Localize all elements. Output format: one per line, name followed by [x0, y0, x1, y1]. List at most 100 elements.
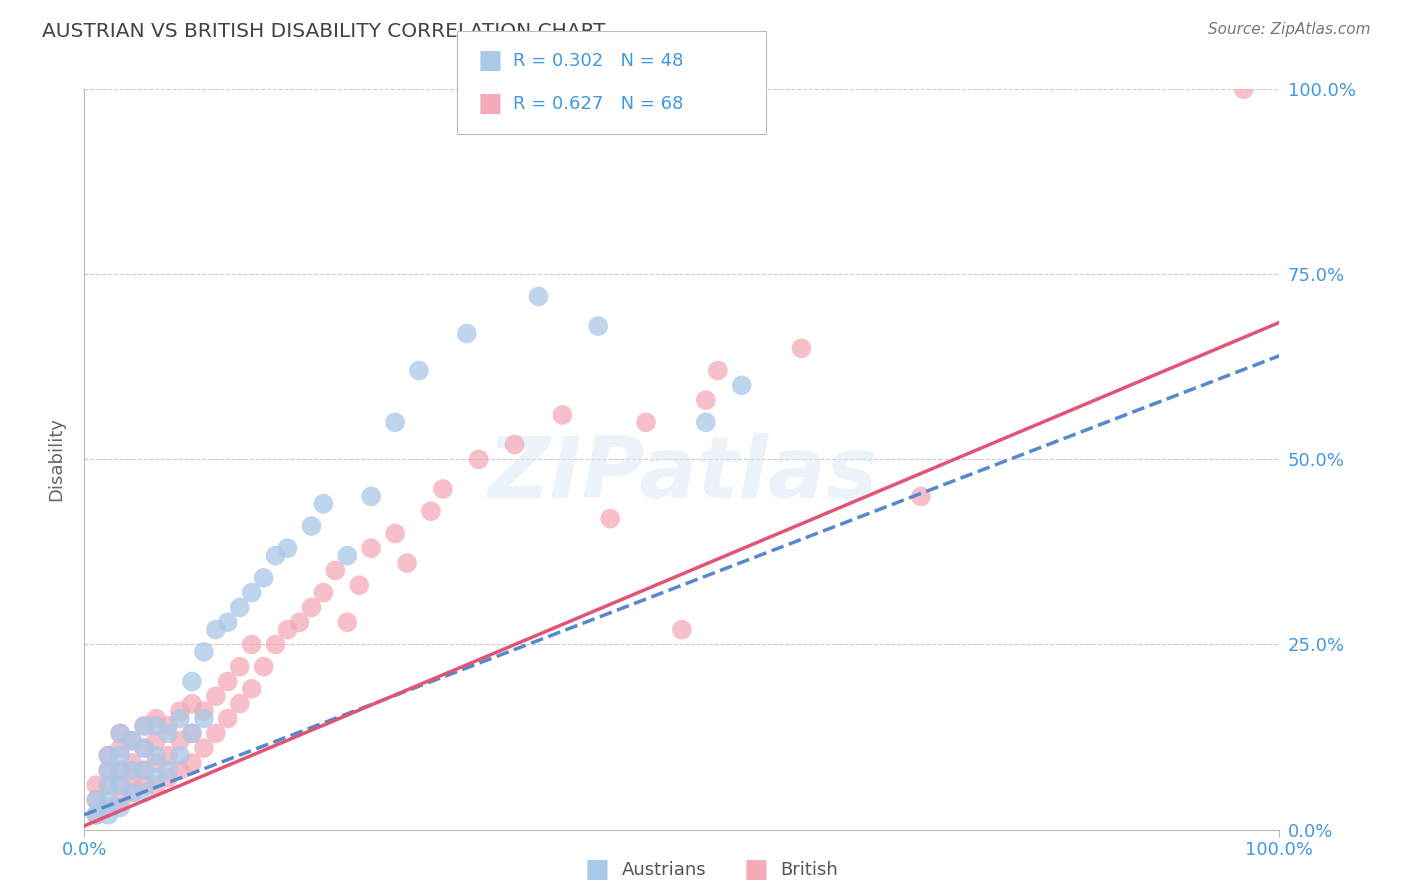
Point: [121, 733, 143, 747]
Point: [312, 497, 335, 511]
Y-axis label: Disability: Disability: [48, 417, 66, 501]
Point: [110, 800, 132, 814]
Point: [301, 600, 323, 615]
Point: [157, 748, 180, 763]
Point: [240, 585, 263, 599]
Point: [360, 489, 382, 503]
Text: R = 0.627   N = 68: R = 0.627 N = 68: [513, 95, 683, 113]
Point: [360, 541, 382, 556]
Point: [110, 764, 132, 778]
Point: [132, 719, 156, 733]
Point: [110, 778, 132, 792]
Point: [181, 726, 204, 740]
Point: [157, 764, 180, 778]
Point: [110, 764, 132, 778]
Point: [97, 800, 120, 814]
Point: [97, 778, 120, 792]
Point: [132, 741, 156, 756]
Point: [121, 771, 143, 785]
Point: [588, 319, 610, 334]
Text: ZIPatlas: ZIPatlas: [486, 433, 877, 516]
Point: [384, 526, 406, 541]
Point: [121, 786, 143, 800]
Point: [420, 504, 443, 518]
Point: [97, 748, 120, 763]
Point: [145, 733, 167, 747]
Point: [205, 623, 228, 637]
Point: [132, 719, 156, 733]
Point: [145, 771, 167, 785]
Point: [277, 541, 299, 556]
Point: [456, 326, 478, 341]
Text: AUSTRIAN VS BRITISH DISABILITY CORRELATION CHART: AUSTRIAN VS BRITISH DISABILITY CORRELATI…: [42, 22, 606, 41]
Point: [86, 793, 108, 807]
Point: [503, 437, 526, 451]
Point: [110, 741, 132, 756]
Point: [253, 659, 276, 673]
Point: [193, 645, 215, 659]
Point: [636, 415, 658, 429]
Point: [229, 659, 252, 673]
Point: [169, 748, 191, 763]
Point: [145, 756, 167, 770]
Point: [157, 771, 180, 785]
Point: [97, 793, 120, 807]
Point: [86, 778, 108, 792]
Point: [671, 623, 693, 637]
Point: [132, 741, 156, 756]
Point: [181, 674, 204, 689]
Point: [193, 712, 215, 726]
Point: [97, 764, 120, 778]
Point: [97, 778, 120, 792]
Point: [217, 674, 239, 689]
Point: [110, 726, 132, 740]
Point: [790, 341, 813, 355]
Point: [695, 393, 717, 408]
Text: ■: ■: [585, 856, 610, 883]
Point: [217, 615, 239, 630]
Point: [205, 690, 228, 704]
Point: [157, 719, 180, 733]
Point: [110, 778, 132, 792]
Point: [145, 778, 167, 792]
Point: [169, 733, 191, 747]
Point: [86, 807, 108, 822]
Point: [193, 704, 215, 718]
Point: [145, 719, 167, 733]
Point: [312, 585, 335, 599]
Point: [169, 712, 191, 726]
Point: [145, 748, 167, 763]
Point: [264, 637, 287, 651]
Point: [408, 363, 430, 377]
Point: [132, 786, 156, 800]
Point: [325, 564, 347, 578]
Point: [181, 697, 204, 711]
Point: [86, 793, 108, 807]
Point: [157, 726, 180, 740]
Text: R = 0.302   N = 48: R = 0.302 N = 48: [513, 52, 683, 70]
Point: [169, 764, 191, 778]
Point: [551, 408, 574, 422]
Point: [121, 756, 143, 770]
Point: [193, 741, 215, 756]
Point: [97, 748, 120, 763]
Point: [110, 726, 132, 740]
Point: [349, 578, 371, 592]
Point: [301, 519, 323, 533]
Point: [264, 549, 287, 563]
Text: ■: ■: [744, 856, 769, 883]
Point: [277, 623, 299, 637]
Point: [240, 681, 263, 696]
Point: [240, 637, 263, 651]
Point: [288, 615, 311, 630]
Point: [110, 748, 132, 763]
Point: [145, 712, 167, 726]
Point: [229, 600, 252, 615]
Text: Source: ZipAtlas.com: Source: ZipAtlas.com: [1208, 22, 1371, 37]
Point: [132, 778, 156, 792]
Text: ■: ■: [478, 91, 503, 117]
Point: [253, 571, 276, 585]
Point: [432, 482, 454, 496]
Point: [468, 452, 491, 467]
Point: [121, 786, 143, 800]
